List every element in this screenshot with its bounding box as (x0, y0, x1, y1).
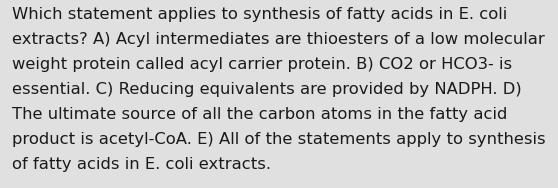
Text: weight protein called acyl carrier protein. B) CO2 or HCO3- is: weight protein called acyl carrier prote… (12, 57, 512, 72)
Text: Which statement applies to synthesis of fatty acids in E. coli: Which statement applies to synthesis of … (12, 7, 508, 22)
Text: of fatty acids in E. coli extracts.: of fatty acids in E. coli extracts. (12, 157, 271, 172)
Text: product is acetyl-CoA. E) All of the statements apply to synthesis: product is acetyl-CoA. E) All of the sta… (12, 132, 546, 147)
Text: The ultimate source of all the carbon atoms in the fatty acid: The ultimate source of all the carbon at… (12, 107, 508, 122)
Text: essential. C) Reducing equivalents are provided by NADPH. D): essential. C) Reducing equivalents are p… (12, 82, 522, 97)
Text: extracts? A) Acyl intermediates are thioesters of a low molecular: extracts? A) Acyl intermediates are thio… (12, 32, 545, 47)
